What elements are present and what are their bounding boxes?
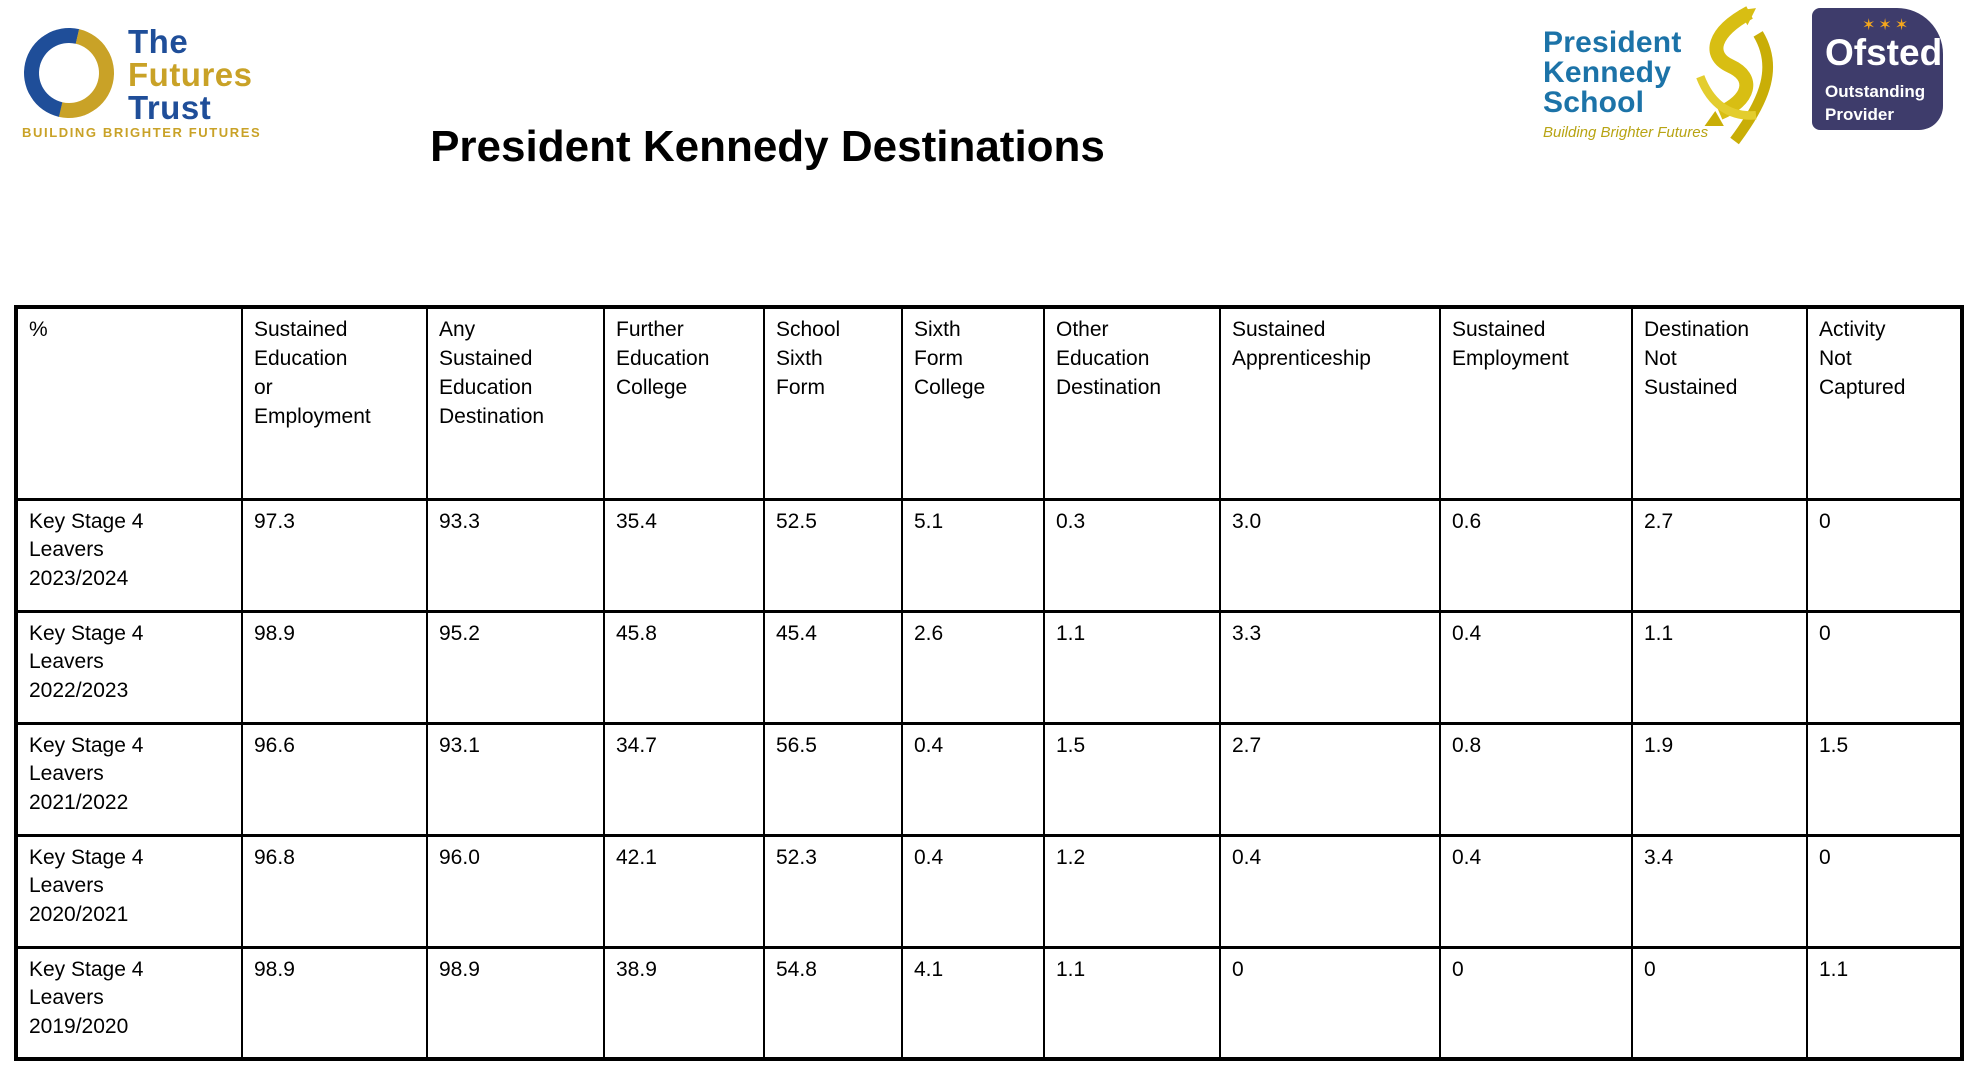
futures-trust-tagline: BUILDING BRIGHTER FUTURES xyxy=(22,125,262,140)
table-cell: 0 xyxy=(1806,609,1963,725)
table-cell: 1.9 xyxy=(1631,721,1808,837)
column-header-any-sustained-education-destination: Any Sustained Education Destination xyxy=(426,305,605,501)
table-row-2021-2022: Key Stage 4 Leavers 2021/2022 96.6 93.1 … xyxy=(15,721,1963,837)
futures-trust-logo: The Futures Trust BUILDING BRIGHTER FUTU… xyxy=(6,10,292,142)
table-cell: 34.7 xyxy=(603,721,765,837)
ofsted-rating-line1: Outstanding xyxy=(1825,82,1926,101)
table-cell: 2.7 xyxy=(1219,721,1441,837)
table-cell: 97.3 xyxy=(241,497,428,613)
table-cell: 0.4 xyxy=(901,833,1045,949)
futures-trust-word-trust: Trust xyxy=(128,89,212,126)
column-header-sustained-apprenticeship: Sustained Apprenticeship xyxy=(1219,305,1441,501)
table-cell: 42.1 xyxy=(603,833,765,949)
table-cell: 0 xyxy=(1439,945,1633,1061)
school-word-school: School xyxy=(1543,86,1645,119)
table-cell: 2.7 xyxy=(1631,497,1808,613)
school-ribbon-icon xyxy=(1696,6,1774,145)
table-cell: 0.6 xyxy=(1439,497,1633,613)
column-header-other-education-destination: Other Education Destination xyxy=(1043,305,1221,501)
table-cell: 1.5 xyxy=(1806,721,1963,837)
table-cell: 52.5 xyxy=(763,497,903,613)
table-cell: 0 xyxy=(1806,833,1963,949)
table-cell: 45.4 xyxy=(763,609,903,725)
table-cell: 0 xyxy=(1219,945,1441,1061)
table-cell: 98.9 xyxy=(241,609,428,725)
table-cell: 52.3 xyxy=(763,833,903,949)
page-title: President Kennedy Destinations xyxy=(430,122,1105,171)
futures-trust-word-futures: Futures xyxy=(128,56,253,93)
table-cell: 0.4 xyxy=(1219,833,1441,949)
table-cell: 98.9 xyxy=(241,945,428,1061)
table-cell: 1.2 xyxy=(1043,833,1221,949)
row-label: Key Stage 4 Leavers 2023/2024 xyxy=(15,497,243,613)
table-cell: 38.9 xyxy=(603,945,765,1061)
table-row-2020-2021: Key Stage 4 Leavers 2020/2021 96.8 96.0 … xyxy=(15,833,1963,949)
table-cell: 5.1 xyxy=(901,497,1045,613)
table-cell: 1.5 xyxy=(1043,721,1221,837)
destinations-table: % Sustained Education or Employment Any … xyxy=(14,305,1964,1061)
table-cell: 1.1 xyxy=(1043,945,1221,1061)
column-header-destination-not-sustained: Destination Not Sustained xyxy=(1631,305,1808,501)
table-cell: 54.8 xyxy=(763,945,903,1061)
column-header-further-education-college: Further Education College xyxy=(603,305,765,501)
table-row-2022-2023: Key Stage 4 Leavers 2022/2023 98.9 95.2 … xyxy=(15,609,1963,725)
column-header-sustained-education-or-employment: Sustained Education or Employment xyxy=(241,305,428,501)
school-word-president: President xyxy=(1543,26,1682,59)
table-cell: 98.9 xyxy=(426,945,605,1061)
ofsted-outstanding-badge: ✶✶✶ Ofsted Outstanding Provider xyxy=(1812,8,1943,130)
table-cell: 0 xyxy=(1631,945,1808,1061)
row-label: Key Stage 4 Leavers 2020/2021 xyxy=(15,833,243,949)
column-header-activity-not-captured: Activity Not Captured xyxy=(1806,305,1963,501)
table-cell: 3.0 xyxy=(1219,497,1441,613)
table-cell: 1.1 xyxy=(1806,945,1963,1061)
table-cell: 93.3 xyxy=(426,497,605,613)
table-row-2019-2020: Key Stage 4 Leavers 2019/2020 98.9 98.9 … xyxy=(15,945,1963,1061)
column-header-school-sixth-form: School Sixth Form xyxy=(763,305,903,501)
table-cell: 95.2 xyxy=(426,609,605,725)
column-header-sustained-employment: Sustained Employment xyxy=(1439,305,1633,501)
ofsted-rating-line2: Provider xyxy=(1825,105,1894,124)
table-cell: 35.4 xyxy=(603,497,765,613)
futures-trust-ring-icon xyxy=(6,10,132,136)
table-cell: 0.4 xyxy=(901,721,1045,837)
ofsted-stars-icon: ✶✶✶ xyxy=(1862,17,1912,34)
table-cell: 56.5 xyxy=(763,721,903,837)
table-cell: 96.6 xyxy=(241,721,428,837)
table-cell: 45.8 xyxy=(603,609,765,725)
table-header-row: % Sustained Education or Employment Any … xyxy=(15,305,1963,501)
futures-trust-word-the: The xyxy=(128,23,189,60)
school-wordmark: President Kennedy School xyxy=(1543,28,1682,118)
ofsted-rating-label: Outstanding Provider xyxy=(1825,80,1925,126)
table-cell: 0.3 xyxy=(1043,497,1221,613)
table-cell: 4.1 xyxy=(901,945,1045,1061)
futures-trust-wordmark: The Futures Trust xyxy=(128,25,253,124)
row-label: Key Stage 4 Leavers 2019/2020 xyxy=(15,945,243,1061)
table-cell: 96.0 xyxy=(426,833,605,949)
row-label: Key Stage 4 Leavers 2021/2022 xyxy=(15,721,243,837)
table-row-2023-2024: Key Stage 4 Leavers 2023/2024 97.3 93.3 … xyxy=(15,497,1963,613)
table-cell: 3.4 xyxy=(1631,833,1808,949)
column-header-percent: % xyxy=(15,305,243,501)
table-cell: 93.1 xyxy=(426,721,605,837)
school-tagline: Building Brighter Futures xyxy=(1543,124,1709,141)
ofsted-wordmark: Ofsted xyxy=(1825,32,1943,73)
column-header-sixth-form-college: Sixth Form College xyxy=(901,305,1045,501)
school-word-kennedy: Kennedy xyxy=(1543,56,1672,89)
table-cell: 0 xyxy=(1806,497,1963,613)
table-cell: 3.3 xyxy=(1219,609,1441,725)
table-cell: 96.8 xyxy=(241,833,428,949)
table-cell: 1.1 xyxy=(1043,609,1221,725)
row-label: Key Stage 4 Leavers 2022/2023 xyxy=(15,609,243,725)
president-kennedy-school-logo: President Kennedy School Building Bright… xyxy=(1543,6,1813,150)
table-cell: 0.4 xyxy=(1439,833,1633,949)
table-cell: 1.1 xyxy=(1631,609,1808,725)
table-cell: 2.6 xyxy=(901,609,1045,725)
table-cell: 0.8 xyxy=(1439,721,1633,837)
table-cell: 0.4 xyxy=(1439,609,1633,725)
